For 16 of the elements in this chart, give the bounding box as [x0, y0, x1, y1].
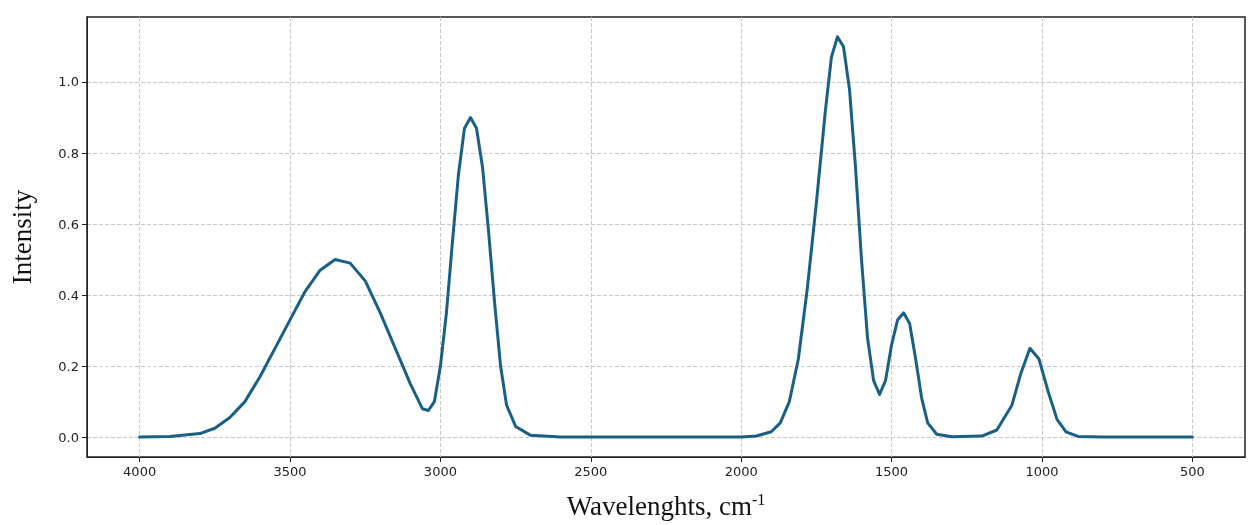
y-tick-label: 0.8 [58, 145, 79, 161]
line-series [138, 35, 1194, 439]
x-tick-label: 3500 [273, 464, 307, 479]
x-tick-label: 2500 [574, 464, 608, 479]
x-tick-label: 4000 [123, 464, 157, 479]
x-tick-label: 2000 [724, 464, 758, 479]
y-tick-label: 0.0 [58, 429, 79, 445]
x-tick-label: 3000 [423, 464, 457, 479]
y-tick-label: 0.6 [58, 216, 79, 232]
y-axis-title: Intensity [6, 189, 37, 285]
x-tick-label: 500 [1179, 464, 1205, 479]
y-tick-label: 0.4 [58, 287, 79, 303]
y-tick-label: 1.0 [58, 74, 79, 90]
x-tick-label: 1500 [875, 464, 909, 479]
x-tick-label: 1000 [1025, 464, 1059, 479]
y-tick-label: 0.2 [58, 358, 79, 374]
